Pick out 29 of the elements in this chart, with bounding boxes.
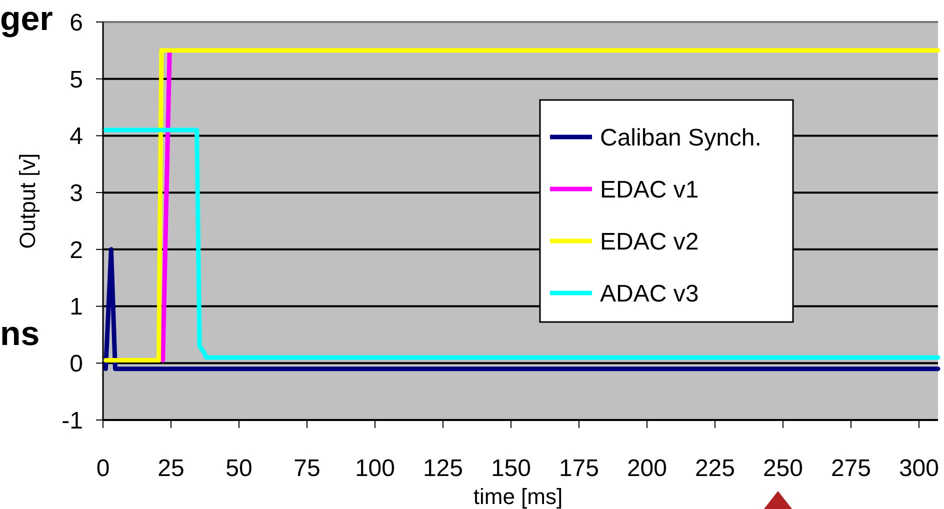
y-tick-label: 3: [70, 180, 83, 207]
legend-label: EDAC v1: [600, 176, 699, 204]
x-tick-label: 50: [226, 455, 252, 482]
y-tick-label: 2: [70, 236, 83, 264]
y-tick-label: 1: [70, 294, 83, 321]
x-tick-label: 100: [354, 455, 396, 482]
y-tick-label: -1: [62, 407, 83, 434]
text: ns: [0, 315, 40, 353]
x-tick-label: 125: [422, 455, 464, 482]
x-tick-label: 25: [158, 455, 184, 482]
legend-label: ADAC v3: [600, 280, 699, 308]
x-tick-label: 200: [626, 455, 667, 482]
x-tick-label: 150: [490, 455, 532, 482]
x-tick-label: 250: [762, 455, 803, 482]
x-axis-title: time [ms]: [473, 484, 563, 509]
x-tick-label: 275: [830, 455, 871, 482]
legend-label: EDAC v2: [600, 228, 699, 256]
x-tick-label: 300: [898, 455, 939, 482]
y-tick-label: 4: [70, 123, 83, 150]
y-axis-title: Output [v]: [15, 153, 40, 249]
x-tick-label: 0: [96, 455, 110, 482]
x-tick-label: 175: [558, 455, 599, 482]
y-tick-label: 5: [70, 66, 83, 94]
text: ger: [0, 0, 53, 38]
y-tick-label: 0: [70, 350, 83, 378]
x-tick-label: 225: [694, 455, 735, 482]
legend-label: Caliban Synch.: [600, 124, 762, 152]
y-tick-label: 6: [70, 9, 83, 36]
x-tick-label: 75: [294, 455, 320, 482]
